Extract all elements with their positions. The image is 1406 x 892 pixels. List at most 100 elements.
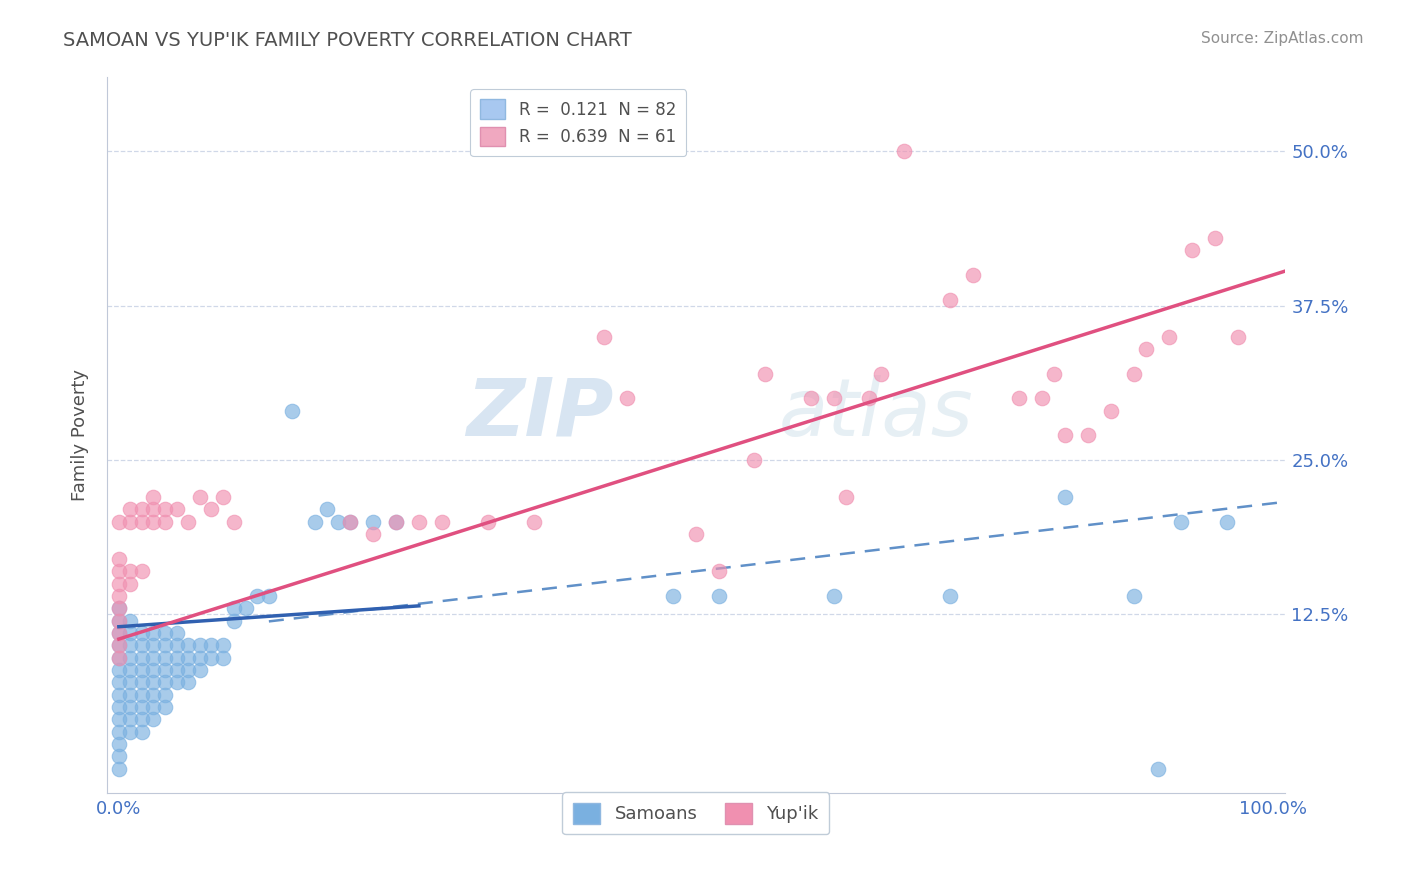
Point: [361, 515, 384, 529]
Point: [962, 268, 984, 282]
Point: [120, 663, 142, 677]
Point: [120, 712, 142, 726]
Point: [188, 490, 211, 504]
Point: [361, 527, 384, 541]
Point: [142, 638, 165, 652]
Point: [707, 589, 730, 603]
Point: [1204, 231, 1226, 245]
Point: [153, 626, 176, 640]
Point: [131, 700, 153, 714]
Point: [120, 724, 142, 739]
Point: [1135, 342, 1157, 356]
Point: [211, 650, 233, 665]
Point: [177, 638, 200, 652]
Point: [108, 663, 131, 677]
Point: [108, 650, 131, 665]
Point: [592, 329, 614, 343]
Point: [177, 650, 200, 665]
Point: [281, 403, 304, 417]
Point: [188, 663, 211, 677]
Point: [523, 515, 546, 529]
Point: [835, 490, 858, 504]
Point: [108, 601, 131, 615]
Point: [1123, 589, 1146, 603]
Point: [707, 564, 730, 578]
Point: [326, 515, 349, 529]
Text: Source: ZipAtlas.com: Source: ZipAtlas.com: [1201, 31, 1364, 46]
Point: [188, 638, 211, 652]
Point: [120, 688, 142, 702]
Point: [166, 626, 188, 640]
Point: [153, 700, 176, 714]
Point: [177, 515, 200, 529]
Point: [1054, 490, 1077, 504]
Point: [200, 502, 222, 516]
Text: atlas: atlas: [779, 375, 973, 453]
Point: [939, 293, 962, 307]
Point: [142, 700, 165, 714]
Point: [131, 675, 153, 690]
Point: [142, 626, 165, 640]
Point: [823, 589, 845, 603]
Point: [108, 638, 131, 652]
Point: [200, 650, 222, 665]
Point: [235, 601, 257, 615]
Point: [108, 737, 131, 751]
Point: [153, 675, 176, 690]
Point: [166, 650, 188, 665]
Point: [108, 700, 131, 714]
Point: [1054, 428, 1077, 442]
Point: [858, 392, 880, 406]
Point: [166, 638, 188, 652]
Point: [120, 502, 142, 516]
Point: [224, 515, 246, 529]
Point: [108, 614, 131, 628]
Point: [120, 675, 142, 690]
Point: [1042, 367, 1064, 381]
Point: [153, 515, 176, 529]
Point: [257, 589, 280, 603]
Point: [108, 626, 131, 640]
Point: [246, 589, 269, 603]
Point: [1227, 329, 1250, 343]
Point: [142, 712, 165, 726]
Point: [120, 614, 142, 628]
Point: [430, 515, 453, 529]
Point: [142, 663, 165, 677]
Point: [616, 392, 638, 406]
Legend: Samoans, Yup'ik: Samoans, Yup'ik: [562, 792, 830, 834]
Point: [224, 614, 246, 628]
Point: [108, 589, 131, 603]
Point: [339, 515, 361, 529]
Point: [166, 663, 188, 677]
Point: [893, 145, 915, 159]
Point: [131, 626, 153, 640]
Point: [108, 650, 131, 665]
Point: [131, 688, 153, 702]
Point: [304, 515, 326, 529]
Point: [108, 675, 131, 690]
Point: [120, 650, 142, 665]
Point: [120, 576, 142, 591]
Point: [108, 724, 131, 739]
Point: [131, 712, 153, 726]
Point: [108, 688, 131, 702]
Point: [823, 392, 845, 406]
Text: SAMOAN VS YUP'IK FAMILY POVERTY CORRELATION CHART: SAMOAN VS YUP'IK FAMILY POVERTY CORRELAT…: [63, 31, 633, 50]
Point: [662, 589, 685, 603]
Point: [1099, 403, 1122, 417]
Point: [108, 551, 131, 566]
Point: [177, 675, 200, 690]
Point: [131, 638, 153, 652]
Point: [131, 502, 153, 516]
Point: [477, 515, 499, 529]
Point: [1146, 762, 1168, 776]
Point: [339, 515, 361, 529]
Point: [142, 650, 165, 665]
Point: [742, 453, 765, 467]
Point: [108, 762, 131, 776]
Point: [108, 638, 131, 652]
Point: [142, 490, 165, 504]
Point: [166, 675, 188, 690]
Point: [131, 663, 153, 677]
